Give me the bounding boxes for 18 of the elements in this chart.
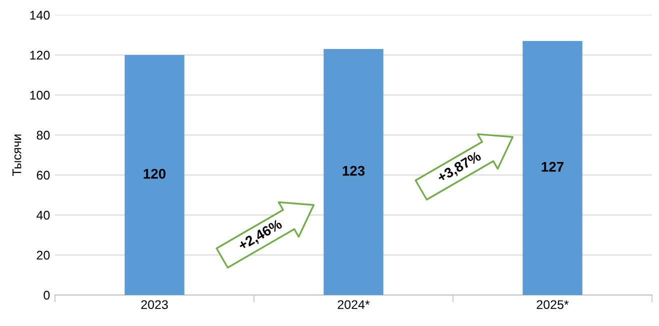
y-tick-label: 60 (36, 170, 50, 180)
y-tick-label: 120 (30, 50, 50, 60)
x-tick-label: 2025* (536, 300, 569, 310)
bar (324, 49, 384, 295)
y-tick-label: 140 (30, 10, 50, 20)
data-label: 127 (542, 162, 564, 172)
bar (124, 55, 184, 295)
y-tick-label: 80 (36, 130, 50, 140)
x-tick-label: 2024* (338, 300, 370, 310)
y-tick-label: 20 (36, 250, 50, 260)
data-label: 120 (144, 168, 166, 179)
data-label: 123 (342, 166, 365, 176)
bar (522, 41, 582, 295)
y-tick-label: 40 (36, 210, 50, 220)
y-tick-label: 100 (30, 90, 50, 100)
x-tick-label: 2023 (141, 300, 168, 310)
y-tick-label: 0 (44, 290, 50, 300)
y-axis-title: Тысячи (12, 134, 22, 176)
